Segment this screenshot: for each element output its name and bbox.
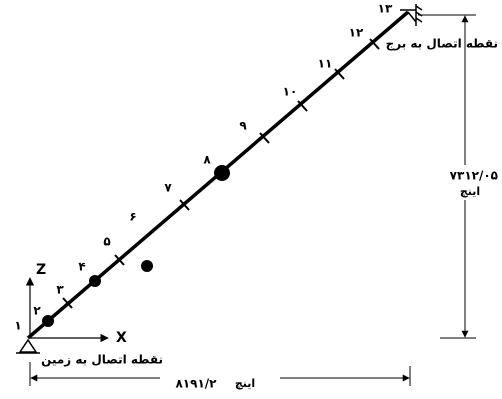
dim-unit: اینچ xyxy=(460,185,480,198)
tower-support xyxy=(400,4,423,26)
node-label: ۱۱ xyxy=(318,57,333,71)
node-label: ۶ xyxy=(129,210,136,224)
z-label: Z xyxy=(36,262,46,278)
dim-value: ۷۳۱۲/۰۵ xyxy=(450,169,498,183)
node-masses xyxy=(42,165,230,327)
node-label: ۵ xyxy=(103,235,110,249)
ground-support xyxy=(18,338,38,353)
node-label: ۹ xyxy=(239,119,247,133)
dim-value: ۸۱۹۱/۲ xyxy=(175,377,217,391)
node-label: ۴ xyxy=(78,260,85,274)
node-label: ۱۳ xyxy=(378,2,393,16)
node-ticks xyxy=(62,38,380,309)
x-label: X xyxy=(116,330,127,346)
tower-label: نقطه اتصال به برج xyxy=(386,37,498,51)
node-label: ۱ xyxy=(14,319,21,333)
node-label: ۱۰ xyxy=(283,85,298,99)
node-label: ۷ xyxy=(164,181,172,195)
node-label: ۱۲ xyxy=(349,26,364,40)
ground-label: نقطه اتصال به زمین xyxy=(41,353,163,367)
node-label: ۸ xyxy=(203,153,211,167)
node-label: ۳ xyxy=(56,283,64,297)
dim-unit: اینچ xyxy=(235,377,255,390)
node-label: ۲ xyxy=(33,304,41,318)
